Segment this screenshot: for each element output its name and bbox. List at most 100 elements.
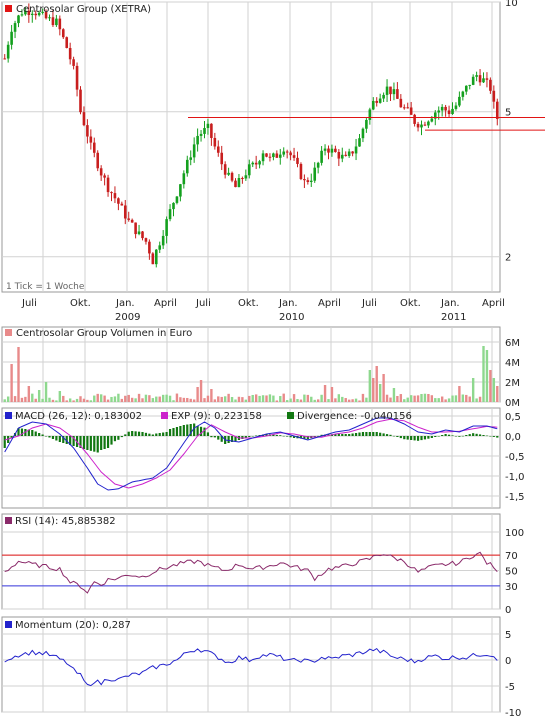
divergence-bar — [403, 436, 406, 440]
candle-body — [451, 108, 454, 115]
volume-bar — [396, 396, 399, 402]
volume-bar — [496, 386, 499, 402]
momentum-line — [4, 647, 498, 687]
divergence-bar — [234, 436, 237, 441]
candle-body — [323, 148, 327, 151]
volume-bar — [454, 395, 458, 402]
candle-body — [440, 106, 444, 111]
divergence-bar — [113, 436, 117, 442]
divergence-bar — [196, 426, 199, 436]
divergence-bar — [313, 436, 316, 437]
volume-bar — [237, 396, 241, 402]
candle-body — [127, 218, 131, 220]
candle-body — [103, 175, 106, 178]
candle-body — [192, 144, 196, 158]
divergence-bar — [117, 436, 120, 440]
volume-bar — [130, 397, 134, 402]
divergence-bar — [31, 430, 34, 436]
volume-bar — [234, 399, 237, 402]
volume-bar — [175, 393, 179, 402]
x-axis-ticks: Juli Okt. Jan. April Juli Okt. Jan. April Juli Ok… — [21, 298, 505, 323]
candle-body — [437, 110, 441, 113]
volume-bar — [299, 399, 303, 402]
price-panel: Centrosolar Group (XETRA) 1 Tick = 1 Woc… — [1, 0, 545, 293]
volume-bar — [34, 398, 37, 402]
candle-body — [354, 146, 358, 154]
volume-bar — [217, 396, 220, 402]
macd-y-ticks: 0,5 0,0 -0,5 -1,0 -1,5 — [505, 412, 525, 503]
divergence-bar — [282, 435, 285, 437]
candle-body — [471, 76, 475, 85]
volume-bar — [144, 394, 148, 402]
x-tick-label: Jan. — [278, 298, 298, 309]
volume-panel: Centrosolar Group Volumen in Euro 6M 4M 2M… — [1, 326, 520, 409]
x-tick-label: Okt. — [238, 298, 259, 309]
divergence-bar — [20, 428, 24, 436]
candle-body — [151, 253, 155, 265]
volume-bar — [368, 370, 372, 402]
price-grid — [2, 1, 500, 292]
divergence-bar — [148, 433, 151, 436]
divergence-bar — [272, 434, 275, 436]
candle-body — [475, 75, 478, 77]
divergence-bar — [38, 433, 41, 436]
volume-bar — [120, 398, 124, 402]
candle-body — [86, 125, 89, 137]
candle-body — [148, 241, 151, 254]
volume-bar — [334, 398, 337, 402]
candle-body — [313, 167, 317, 181]
divergence-bar — [110, 436, 113, 445]
candle-body — [378, 98, 382, 103]
candle-body — [237, 178, 241, 188]
volume-bar — [372, 378, 375, 402]
volume-bar — [416, 395, 420, 402]
candle-body — [17, 15, 20, 24]
divergence-bar — [351, 433, 354, 436]
candle-body — [433, 112, 437, 119]
candle-body — [334, 148, 337, 153]
divergence-bar — [251, 436, 254, 437]
candle-body — [99, 168, 103, 176]
candle-body — [55, 18, 58, 26]
volume-bar — [192, 399, 196, 402]
volume-bar — [427, 393, 430, 402]
volume-bar — [423, 393, 427, 402]
candle-body — [406, 107, 410, 109]
divergence-bar — [186, 424, 189, 436]
candle-body — [134, 222, 137, 235]
divergence-bar — [120, 436, 123, 438]
candle-body — [489, 79, 492, 91]
volume-bar — [96, 393, 99, 402]
divergence-bar — [27, 429, 30, 436]
candle-body — [113, 193, 117, 199]
divergence-bar — [206, 432, 210, 436]
divergence-bar — [72, 436, 75, 446]
divergence-bar — [199, 426, 203, 436]
volume-bar — [62, 395, 65, 402]
volume-y-ticks: 6M 4M 2M 0M — [505, 338, 520, 409]
candle-body — [10, 31, 13, 45]
candle-body — [461, 91, 465, 97]
divergence-bar — [461, 435, 464, 437]
divergence-bar — [144, 432, 148, 436]
volume-bar — [186, 397, 189, 402]
volume-bar — [458, 386, 461, 402]
divergence-bar — [3, 436, 6, 448]
price-tick-label: 10 — [505, 0, 518, 9]
candle-body — [158, 245, 162, 250]
x-tick-label: Juli — [21, 298, 37, 309]
divergence-bar — [175, 427, 179, 436]
candle-body — [175, 196, 179, 203]
volume-bar — [275, 400, 279, 402]
volume-tick-label: 4M — [505, 358, 520, 369]
candle-body — [241, 178, 244, 180]
price-tick-label: 5 — [505, 108, 511, 119]
candle-body — [299, 163, 303, 180]
candle-body — [340, 154, 344, 159]
volume-bar — [41, 398, 44, 402]
divergence-bar — [41, 434, 44, 436]
candle-body — [347, 151, 351, 156]
divergence-bar — [55, 436, 58, 441]
candle-body — [161, 235, 165, 246]
